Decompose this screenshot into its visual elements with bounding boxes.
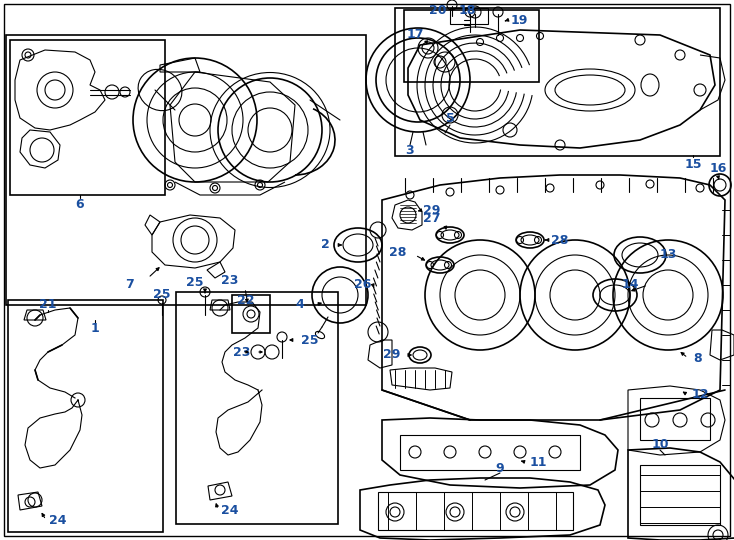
Text: 20: 20 (429, 3, 447, 17)
Text: 25: 25 (186, 275, 204, 288)
Text: 5: 5 (446, 111, 454, 125)
Text: 24: 24 (49, 514, 67, 526)
Text: 29: 29 (424, 204, 440, 217)
Bar (378, 492, 573, 530)
Text: 22: 22 (237, 294, 255, 307)
Text: 10: 10 (651, 438, 669, 451)
Text: 28: 28 (389, 246, 407, 259)
Text: 6: 6 (76, 199, 84, 212)
Bar (400, 435, 580, 470)
Text: 12: 12 (691, 388, 709, 402)
Bar (8, 300, 163, 532)
Text: 2: 2 (321, 239, 330, 252)
Bar (640, 465, 720, 525)
Text: 29: 29 (383, 348, 401, 361)
Text: 23: 23 (233, 346, 251, 359)
Text: 18: 18 (458, 3, 476, 17)
Bar (232, 295, 270, 333)
Text: 11: 11 (529, 456, 547, 469)
Bar (395, 8, 720, 156)
Text: 7: 7 (126, 279, 134, 292)
Text: 28: 28 (551, 233, 569, 246)
Text: 25: 25 (153, 288, 171, 301)
Bar (6, 35, 366, 305)
Bar (176, 292, 338, 524)
Text: 19: 19 (510, 14, 528, 26)
Text: 24: 24 (221, 503, 239, 516)
Text: 9: 9 (495, 462, 504, 475)
Text: 4: 4 (296, 299, 305, 312)
Text: 17: 17 (406, 28, 424, 40)
Text: 27: 27 (424, 212, 440, 225)
Text: 25: 25 (301, 334, 319, 347)
Text: 3: 3 (406, 144, 414, 157)
Text: 1: 1 (90, 321, 99, 334)
Text: 14: 14 (621, 279, 639, 292)
Bar (404, 10, 539, 82)
Text: 16: 16 (709, 161, 727, 174)
Bar (450, 8, 488, 24)
Text: 23: 23 (222, 273, 239, 287)
Text: 15: 15 (684, 159, 702, 172)
Text: 21: 21 (39, 299, 57, 312)
Text: 26: 26 (355, 279, 371, 292)
Text: 8: 8 (694, 352, 702, 365)
Text: 13: 13 (659, 248, 677, 261)
Bar (10, 40, 165, 195)
Bar (640, 398, 710, 440)
